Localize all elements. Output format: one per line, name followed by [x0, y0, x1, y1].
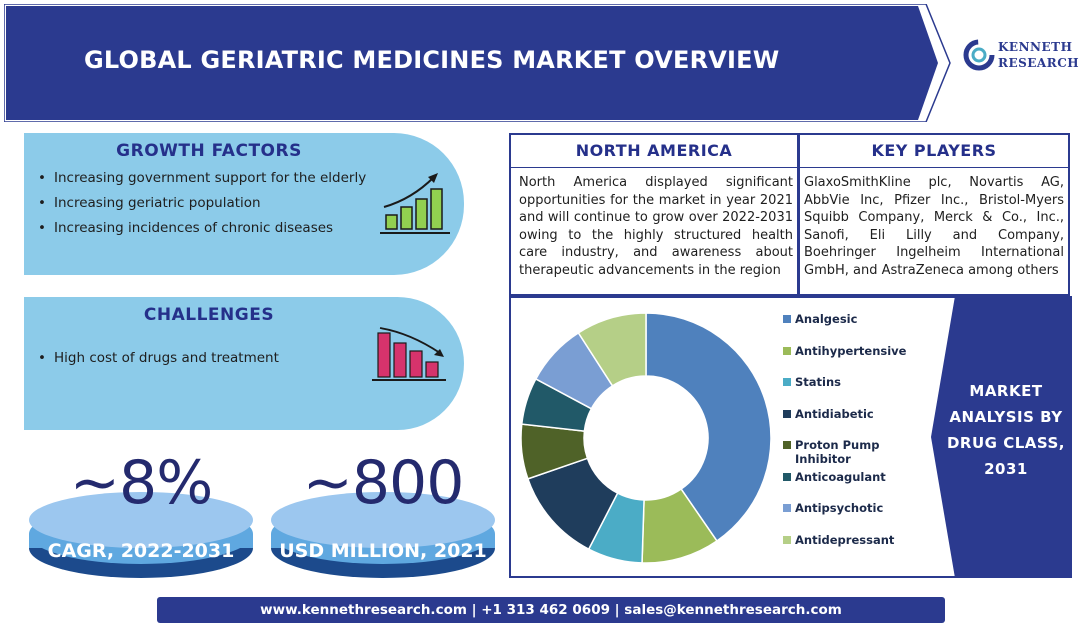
legend-label: Antipsychotic: [795, 501, 884, 515]
legend-item: Antidepressant: [783, 533, 923, 565]
legend-item: Antidiabetic: [783, 407, 923, 439]
cagr-value: ~8%: [69, 448, 213, 518]
north-america-header: NORTH AMERICA: [509, 133, 799, 169]
legend-label: Anticoagulant: [795, 469, 886, 484]
legend-label: Proton Pump Inhibitor: [795, 438, 880, 466]
growth-factor-item: Increasing geriatric population: [36, 194, 376, 213]
legend-swatch: [783, 504, 791, 512]
legend-swatch: [783, 441, 791, 449]
logo-text: KENNETH RESEARCH: [998, 39, 1079, 71]
key-players-text: GlaxoSmithKline plc, Novartis AG, AbbVie…: [798, 168, 1070, 296]
cagr-stat: ~8% CAGR, 2022-2031: [28, 448, 254, 578]
market-size-label: USD MILLION, 2021: [279, 540, 487, 562]
legend-item: Antihypertensive: [783, 344, 923, 376]
growth-factors-panel: GROWTH FACTORS Increasing government sup…: [24, 133, 464, 275]
contact-footer[interactable]: www.kennethresearch.com | +1 313 462 060…: [157, 597, 945, 623]
legend-label: Analgesic: [795, 312, 858, 326]
legend-item: Analgesic: [783, 312, 923, 344]
analysis-arrow-shape: [931, 296, 1072, 578]
north-america-text: North America displayed significant oppo…: [509, 168, 799, 296]
donut-slice-analgesic: [645, 312, 772, 543]
analysis-line: MARKET: [969, 382, 1043, 400]
legend-item: Statins: [783, 375, 923, 407]
analysis-line: DRUG CLASS,: [946, 434, 1066, 452]
legend-item: Proton Pump Inhibitor: [783, 438, 923, 470]
cagr-label: CAGR, 2022-2031: [47, 540, 235, 562]
legend-swatch: [783, 535, 791, 544]
analysis-line: ANALYSIS BY: [949, 408, 1063, 426]
kenneth-research-logo-icon: [963, 39, 995, 71]
growth-factors-list: Increasing government support for the el…: [36, 169, 376, 244]
challenge-item: High cost of drugs and treatment: [36, 349, 376, 368]
header-banner: GLOBAL GERIATRIC MEDICINES MARKET OVERVI…: [4, 4, 954, 122]
market-size-value: ~800: [302, 448, 465, 518]
logo-line-2: RESEARCH: [998, 56, 1080, 70]
key-players-header: KEY PLAYERS: [798, 133, 1070, 169]
legend-label: Antihypertensive: [795, 343, 907, 358]
legend-item: Antipsychotic: [783, 501, 923, 533]
legend-label: Antidiabetic: [795, 406, 874, 421]
challenges-panel: CHALLENGES High cost of drugs and treatm…: [24, 297, 464, 430]
banner-arrow-shape: [4, 4, 951, 122]
legend-swatch: [783, 346, 791, 355]
market-size-stat: ~800 USD MILLION, 2021: [270, 448, 496, 578]
drug-class-chart-panel: Analgesic Antihypertensive Statins Antidiab…: [509, 296, 1072, 578]
page-title: GLOBAL GERIATRIC MEDICINES MARKET OVERVI…: [84, 46, 780, 74]
growth-bar-chart-icon: [380, 173, 450, 234]
market-size-disc: [271, 492, 495, 578]
donut-slice-antidepressant: [577, 312, 647, 387]
chart-legend: Analgesic Antihypertensive Statins Antidiab…: [783, 312, 923, 564]
challenges-list: High cost of drugs and treatment: [36, 349, 376, 374]
logo[interactable]: KENNETH RESEARCH: [962, 38, 1079, 78]
decline-bar-chart-icon: [372, 327, 446, 381]
challenges-title: CHALLENGES: [143, 305, 275, 325]
growth-factor-item: Increasing incidences of chronic disease…: [36, 219, 376, 238]
drug-class-donut-chart: [520, 312, 772, 564]
legend-label: Statins: [795, 375, 842, 389]
analysis-title: MARKET ANALYSIS BY DRUG CLASS, 2031: [941, 378, 1071, 482]
legend-label: Antidepressant: [795, 532, 895, 547]
analysis-line: 2031: [984, 460, 1028, 478]
legend-swatch: [783, 315, 791, 323]
legend-swatch: [783, 378, 791, 386]
logo-line-1: KENNETH: [998, 40, 1073, 54]
legend-swatch: [783, 472, 791, 481]
legend-swatch: [783, 409, 791, 418]
legend-item: Anticoagulant: [783, 470, 923, 502]
growth-factors-title: GROWTH FACTORS: [116, 141, 302, 161]
cagr-disc: [29, 492, 253, 578]
growth-factor-item: Increasing government support for the el…: [36, 169, 376, 188]
